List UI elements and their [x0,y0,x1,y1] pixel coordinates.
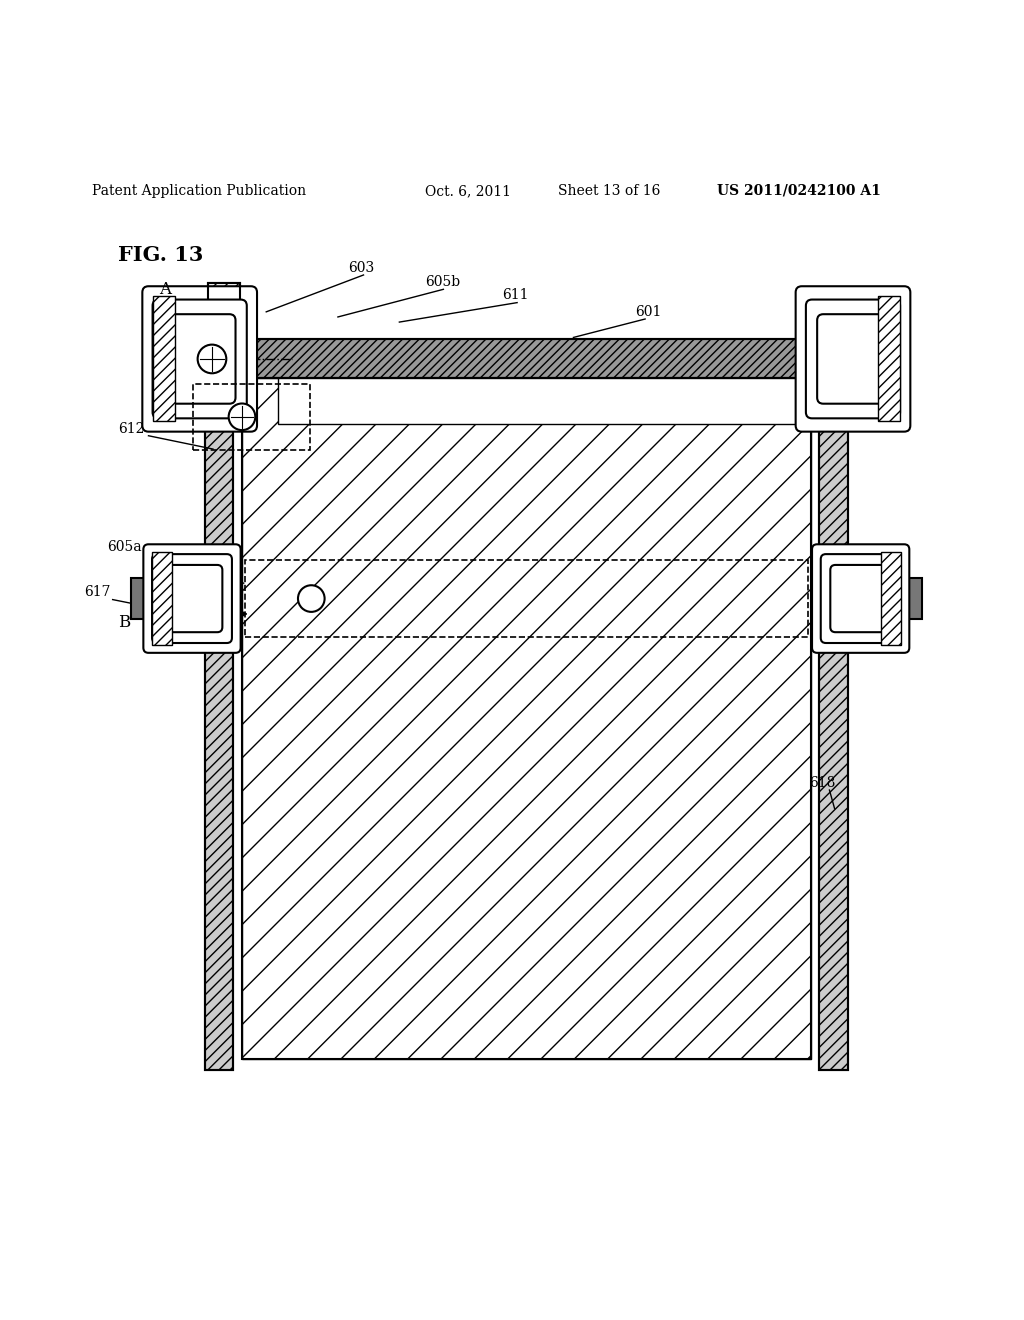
FancyBboxPatch shape [153,300,247,418]
Bar [208,284,241,339]
Text: 605a: 605a [108,540,142,554]
Bar [242,379,811,1060]
FancyBboxPatch shape [164,314,236,404]
Bar [193,384,310,450]
Bar [152,553,172,644]
Bar [153,297,175,421]
FancyBboxPatch shape [817,314,889,404]
Text: FIG. 13: FIG. 13 [118,246,203,265]
Bar [242,379,811,1060]
Text: 601: 601 [635,305,662,319]
Text: US 2011/0242100 A1: US 2011/0242100 A1 [717,183,881,198]
Circle shape [228,404,255,430]
Text: 603: 603 [348,261,375,275]
Bar [205,317,233,1069]
Bar [881,553,901,644]
FancyBboxPatch shape [796,286,910,432]
Text: Patent Application Publication: Patent Application Publication [92,183,306,198]
Text: 605b: 605b [425,275,460,289]
Text: Sheet 13 of 16: Sheet 13 of 16 [558,183,660,198]
Text: 612: 612 [118,421,144,436]
Bar [819,317,848,1069]
FancyBboxPatch shape [806,300,900,418]
Text: 611: 611 [502,289,528,302]
Bar [878,297,900,421]
Text: 617: 617 [84,585,111,599]
Text: 618: 618 [809,776,836,789]
Bar [153,297,175,421]
Bar [278,379,811,425]
FancyBboxPatch shape [812,544,909,653]
Bar [231,339,821,379]
Bar [878,297,900,421]
Circle shape [198,345,226,374]
Bar [870,578,922,619]
Bar [131,578,182,619]
Bar [231,339,821,379]
Bar [819,317,848,1069]
Text: Oct. 6, 2011: Oct. 6, 2011 [425,183,511,198]
Bar [205,317,233,1069]
FancyBboxPatch shape [153,554,232,643]
FancyBboxPatch shape [143,544,241,653]
Bar [208,284,241,339]
Bar [881,553,901,644]
FancyBboxPatch shape [162,565,222,632]
FancyBboxPatch shape [142,286,257,432]
Bar [245,560,808,638]
FancyBboxPatch shape [821,554,901,643]
FancyBboxPatch shape [830,565,891,632]
Bar [152,553,172,644]
Circle shape [298,585,325,612]
Text: A: A [159,281,171,298]
Text: B: B [118,614,130,631]
